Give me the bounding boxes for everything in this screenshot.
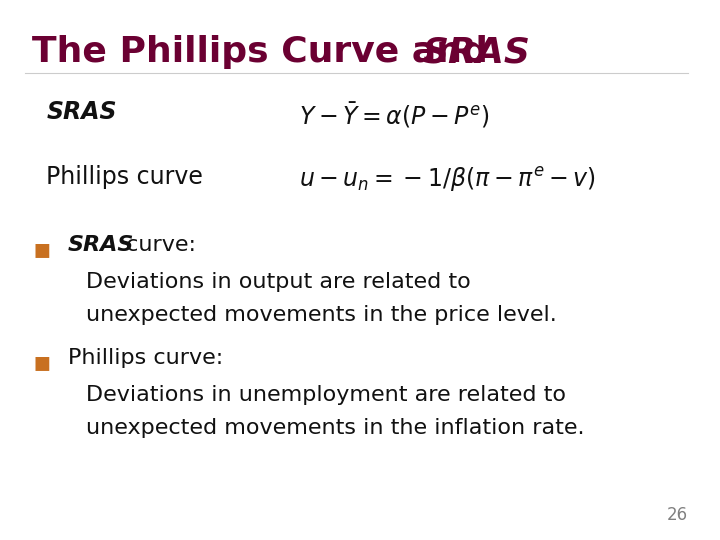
Text: unexpected movements in the price level.: unexpected movements in the price level. bbox=[86, 305, 557, 325]
Text: Phillips curve: Phillips curve bbox=[46, 165, 203, 188]
Text: $u - u_n = -1/\beta(\pi - \pi^e - v)$: $u - u_n = -1/\beta(\pi - \pi^e - v)$ bbox=[300, 165, 596, 194]
Text: ▪: ▪ bbox=[32, 348, 51, 376]
Text: Deviations in unemployment are related to: Deviations in unemployment are related t… bbox=[86, 385, 565, 405]
Text: The Phillips Curve and: The Phillips Curve and bbox=[32, 35, 500, 69]
Text: ▪: ▪ bbox=[32, 235, 51, 263]
Text: SRAS: SRAS bbox=[68, 235, 134, 255]
Text: SRAS: SRAS bbox=[423, 35, 531, 69]
Text: Deviations in output are related to: Deviations in output are related to bbox=[86, 272, 470, 292]
Text: 26: 26 bbox=[667, 506, 688, 524]
Text: Phillips curve:: Phillips curve: bbox=[68, 348, 223, 368]
Text: SRAS: SRAS bbox=[46, 100, 117, 124]
Text: curve:: curve: bbox=[119, 235, 196, 255]
Text: unexpected movements in the inflation rate.: unexpected movements in the inflation ra… bbox=[86, 418, 584, 438]
Text: $Y - \bar{Y} = \alpha(P - P^e)$: $Y - \bar{Y} = \alpha(P - P^e)$ bbox=[300, 100, 490, 130]
